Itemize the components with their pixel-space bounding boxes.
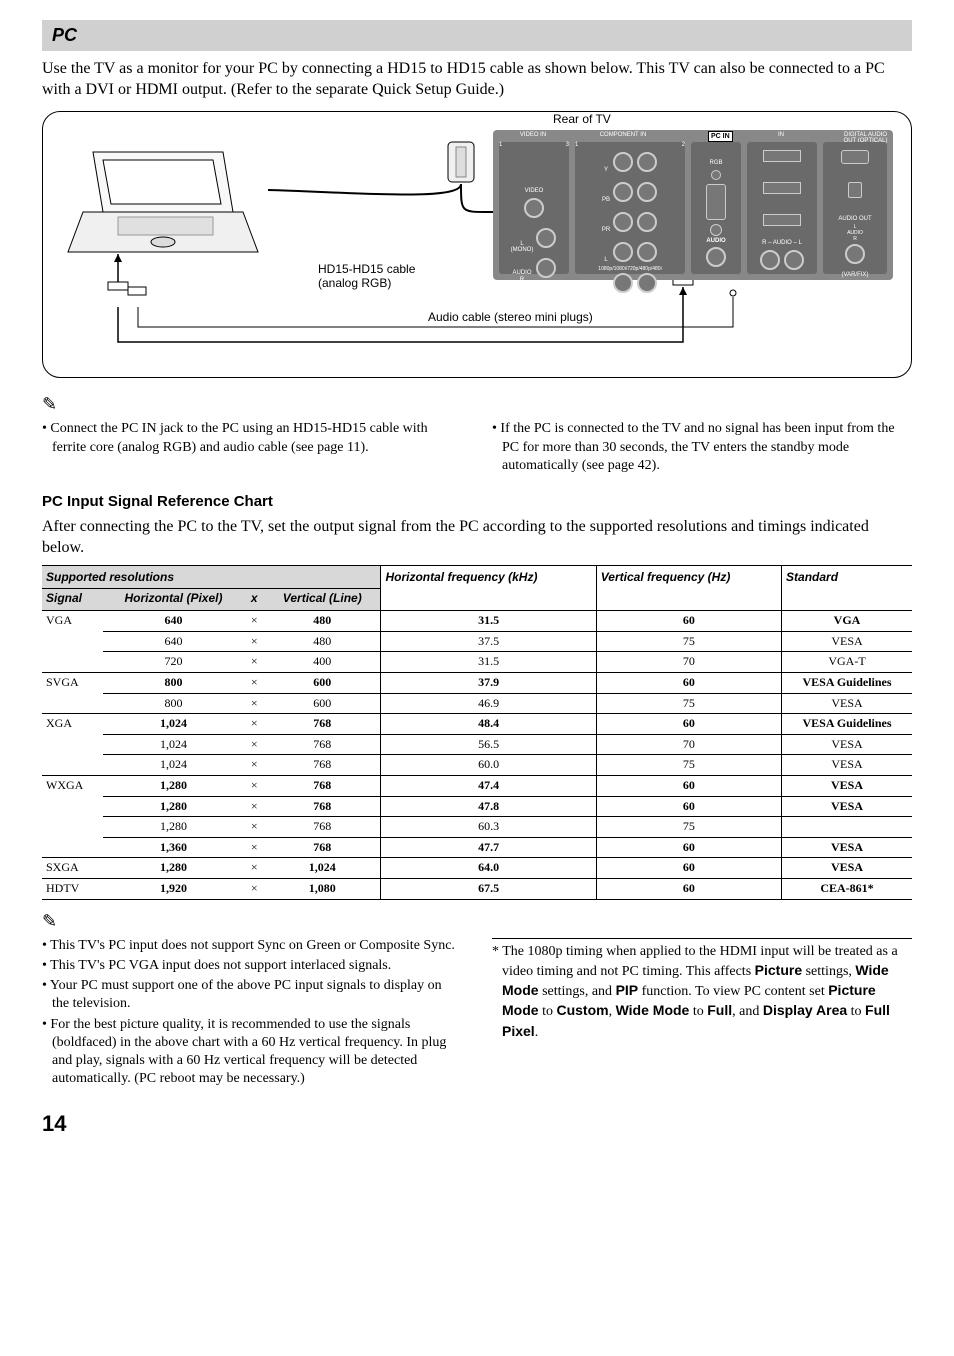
th-standard: Standard [782,566,912,611]
l-label: L [601,257,611,265]
hdmi-in-label: IN [778,132,784,140]
fn-r-t1: settings, [802,964,855,979]
fn-r-t7: , and [732,1004,763,1019]
table-row: SXGA1,280×1,02464.060VESA [42,858,912,879]
r-audio-l-label: R – AUDIO – L [747,240,817,248]
fn-r-t9: . [535,1025,539,1040]
fn-r-k6: Wide Mode [616,1002,690,1018]
intro-text: Use the TV as a monitor for your PC by c… [42,59,912,101]
table-row: VGA640×48031.560VGA [42,611,912,632]
hd15-cable-label: HD15-HD15 cable (analog RGB) [318,262,428,291]
fn-r-t3: function. To view PC content set [638,984,828,999]
th-x: x [244,588,264,611]
page-number: 14 [42,1110,912,1139]
th-signal: Signal [42,588,103,611]
table-row: HDTV1,920×1,08067.560CEA-861* [42,878,912,899]
audio-out-label: AUDIO OUT [823,216,887,224]
y-label: Y [601,167,611,175]
audio-label: AUDIO [691,238,741,246]
table-row: 800×60046.975VESA [42,693,912,714]
varfix-label: (VAR/FIX) [823,272,887,280]
footnotes-right: * The 1080p timing when applied to the H… [492,935,912,1091]
pb-label: PB [601,197,611,205]
th-vline: Vertical (Line) [264,588,381,611]
fn-r-k3: PIP [616,982,639,998]
video-label: VIDEO [499,188,569,196]
table-row: SVGA800×60037.960VESA Guidelines [42,673,912,694]
fn-l2: • This TV's PC VGA input does not suppor… [42,957,462,975]
tv-rear-panel: VIDEO IN COMPONENT IN PC IN IN DIGITAL A… [493,130,893,280]
table-row: 640×48037.575VESA [42,631,912,652]
fn-r-t6: to [689,1004,707,1019]
th-hfreq: Horizontal frequency (kHz) [381,566,596,611]
connection-diagram: Rear of TV HD15-HD1 [42,111,912,378]
res-label: 1080p/1080i/720p/480p/480i [575,266,685,273]
fn-l4: • For the best picture quality, it is re… [42,1016,462,1089]
note1-left: • Connect the PC IN jack to the PC using… [42,420,462,456]
fn-l1: • This TV's PC input does not support Sy… [42,937,462,955]
note-icon-2 [42,910,912,933]
th-vfreq: Vertical frequency (Hz) [596,566,781,611]
rgb-label: RGB [691,160,741,168]
table-row: WXGA1,280×76847.460VESA [42,775,912,796]
section-header: PC [42,20,912,51]
th-hpixel: Horizontal (Pixel) [103,588,245,611]
fn-r-k1: Picture [755,962,802,978]
fn-l3: • Your PC must support one of the above … [42,977,462,1013]
pr-label: PR [601,227,611,235]
pc-notes-1: • Connect the PC IN jack to the PC using… [42,418,912,477]
fn-r-k5: Custom [556,1002,608,1018]
chart-heading: PC Input Signal Reference Chart [42,492,912,512]
timing-table: Supported resolutions Horizontal frequen… [42,565,912,900]
table-row: 1,360×76847.760VESA [42,837,912,858]
fn-r-t8: to [847,1004,865,1019]
note-icon [42,393,912,416]
fn-r-k7: Full [707,1002,732,1018]
footnotes-left: • This TV's PC input does not support Sy… [42,935,462,1091]
table-row: 1,280×76847.860VESA [42,796,912,817]
l-mono-label: L (MONO) [510,241,534,253]
table-row: 720×40031.570VGA-T [42,652,912,673]
pc-in-label: PC IN [708,131,733,142]
table-row: 1,024×76856.570VESA [42,734,912,755]
note1-right: • If the PC is connected to the TV and n… [492,420,912,475]
table-row: 1,280×76860.375 [42,817,912,838]
th-supported: Supported resolutions [42,566,381,589]
table-row: XGA1,024×76848.460VESA Guidelines [42,714,912,735]
fn-r-t5: , [609,1004,616,1019]
component-in-label: COMPONENT IN [583,132,663,140]
table-row: 1,024×76860.075VESA [42,755,912,776]
chart-intro: After connecting the PC to the TV, set t… [42,517,912,559]
video-in-label: VIDEO IN [503,132,563,140]
fn-r-t2: settings, and [539,984,616,999]
audio-cable-label: Audio cable (stereo mini plugs) [428,310,593,324]
fn-r-t4: to [539,1004,557,1019]
fn-r-k8: Display Area [763,1002,847,1018]
